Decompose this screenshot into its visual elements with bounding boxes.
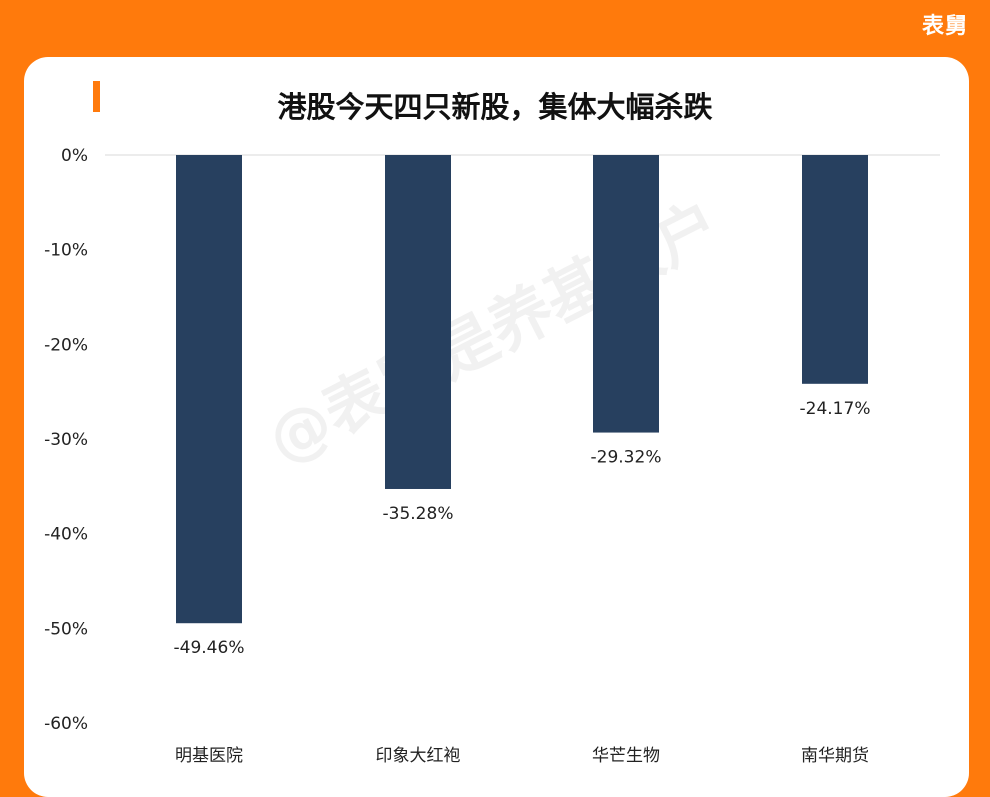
- x-axis: 明基医院 印象大红袍 华芒生物 南华期货: [175, 746, 869, 766]
- category-label: 明基医院: [175, 746, 243, 766]
- y-tick-label: -10%: [44, 241, 88, 261]
- bar: [802, 155, 868, 384]
- bar-value-label: -29.32%: [591, 448, 662, 468]
- y-tick-label: -50%: [44, 619, 88, 639]
- bar: [385, 155, 451, 489]
- bar-value-label: -24.17%: [800, 399, 871, 419]
- bar-value-label: -35.28%: [383, 504, 454, 524]
- chart-title: 港股今天四只新股，集体大幅杀跌: [277, 90, 713, 124]
- y-axis: 0% -10% -20% -30% -40% -50% -60%: [44, 146, 940, 734]
- brand-logo: 表舅: [921, 14, 968, 39]
- y-tick-label: 0%: [61, 146, 88, 166]
- bars: [176, 155, 868, 624]
- y-tick-label: -30%: [44, 430, 88, 450]
- bar-value-label: -49.46%: [174, 638, 245, 658]
- category-label: 印象大红袍: [376, 746, 461, 766]
- y-tick-label: -20%: [44, 335, 88, 355]
- y-tick-label: -40%: [44, 525, 88, 545]
- y-tick-label: -60%: [44, 714, 88, 734]
- bar: [176, 155, 242, 624]
- title-accent-bar: [93, 81, 100, 112]
- category-label: 南华期货: [801, 746, 869, 766]
- category-label: 华芒生物: [592, 746, 660, 766]
- data-labels: -49.46% -35.28% -29.32% -24.17%: [174, 399, 871, 658]
- bar: [593, 155, 659, 433]
